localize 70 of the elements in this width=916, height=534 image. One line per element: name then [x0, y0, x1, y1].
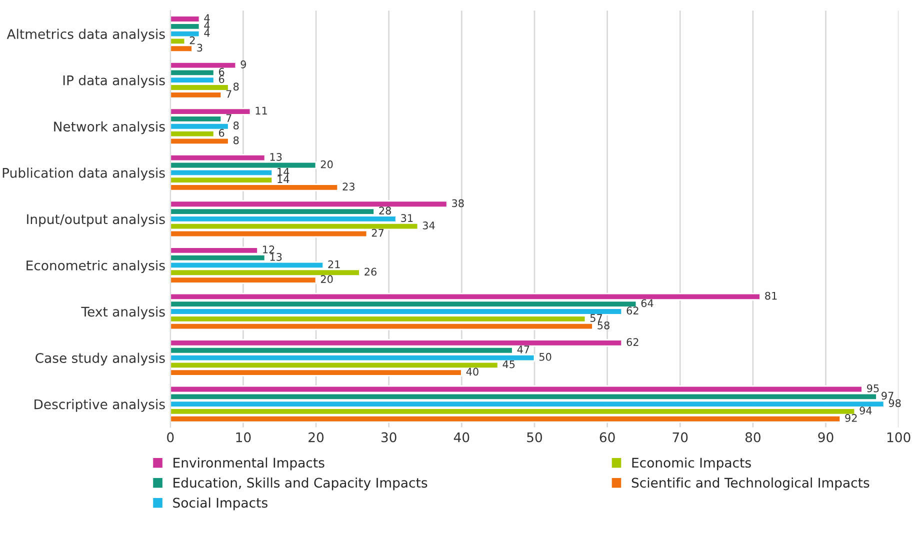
x-tick-label: 80	[745, 432, 760, 442]
data-label: 21	[328, 260, 340, 268]
data-label: 95	[867, 384, 879, 392]
data-label: 57	[590, 314, 602, 322]
data-label: 20	[320, 275, 333, 284]
x-tick-label: 20	[308, 432, 324, 442]
data-label: 98	[888, 399, 901, 408]
y-tick-label: Input/output analysis	[27, 214, 165, 227]
data-label: 7	[226, 90, 232, 98]
data-label: 40	[466, 368, 478, 376]
data-label: 34	[422, 221, 435, 230]
data-label: 6	[218, 68, 224, 76]
y-tick-label: Case study analysis	[36, 352, 165, 366]
data-label: 64	[641, 299, 654, 308]
data-label: 50	[539, 352, 552, 361]
x-tick-label: 10	[236, 432, 251, 442]
x-tick-label: 90	[818, 432, 834, 442]
data-label: 12	[263, 246, 274, 254]
data-label: 45	[502, 360, 515, 368]
data-label: 94	[860, 406, 872, 414]
x-tick-label: 60	[600, 432, 615, 442]
data-label: 8	[234, 82, 239, 91]
y-tick-label: Descriptive analysis	[34, 399, 165, 412]
data-label: 14	[278, 168, 290, 176]
data-label: 6	[218, 128, 224, 137]
data-label: 9	[240, 60, 246, 68]
data-label: 38	[452, 199, 464, 208]
data-label: 8	[234, 122, 239, 130]
data-label: 8	[234, 136, 239, 144]
legend-label: Education, Skills and Capacity Impacts	[174, 477, 428, 490]
legend-label: Economic Impacts	[632, 457, 751, 470]
data-label: 14	[278, 175, 290, 183]
data-label: 62	[626, 306, 638, 315]
x-tick-label: 0	[167, 432, 174, 442]
data-label: 4	[204, 22, 210, 30]
data-label: 13	[270, 152, 282, 161]
legend-label: Environmental Impacts	[174, 457, 324, 470]
data-label: 11	[256, 106, 267, 114]
x-tick-label: 50	[527, 432, 542, 442]
y-tick-label: Network analysis	[54, 121, 165, 134]
legend-label: Social Impacts	[173, 498, 268, 510]
x-tick-label: 70	[672, 432, 688, 442]
data-label: 47	[517, 346, 530, 354]
data-label: 13	[270, 252, 282, 261]
data-label: 28	[379, 206, 391, 215]
data-label: 81	[765, 292, 777, 300]
data-label: 2	[190, 36, 195, 44]
data-label: 20	[320, 160, 333, 168]
data-label: 6	[218, 75, 224, 84]
y-tick-label: IP data analysis	[63, 75, 165, 88]
data-label: 4	[204, 29, 210, 37]
data-label: 62	[626, 338, 638, 346]
data-label: 92	[845, 414, 857, 422]
data-label: 3	[197, 44, 202, 52]
legend-label: Scientific and Technological Impacts	[632, 477, 870, 490]
data-label: 26	[364, 268, 376, 276]
data-label: 4	[204, 14, 210, 22]
data-label: 58	[598, 321, 610, 330]
data-label: 97	[882, 392, 894, 400]
x-tick-label: 100	[887, 432, 910, 442]
x-tick-label: 40	[454, 432, 470, 442]
y-tick-label: Econometric analysis	[26, 260, 165, 273]
y-tick-label: Publication data analysis	[2, 168, 165, 180]
data-label: 31	[401, 214, 413, 222]
data-label: 7	[226, 114, 232, 122]
data-label: 27	[372, 228, 384, 237]
data-label: 23	[342, 182, 354, 190]
x-tick-label: 30	[381, 432, 396, 442]
y-tick-label: Text analysis	[81, 306, 165, 320]
y-tick-label: Altmetrics data analysis	[6, 28, 165, 42]
